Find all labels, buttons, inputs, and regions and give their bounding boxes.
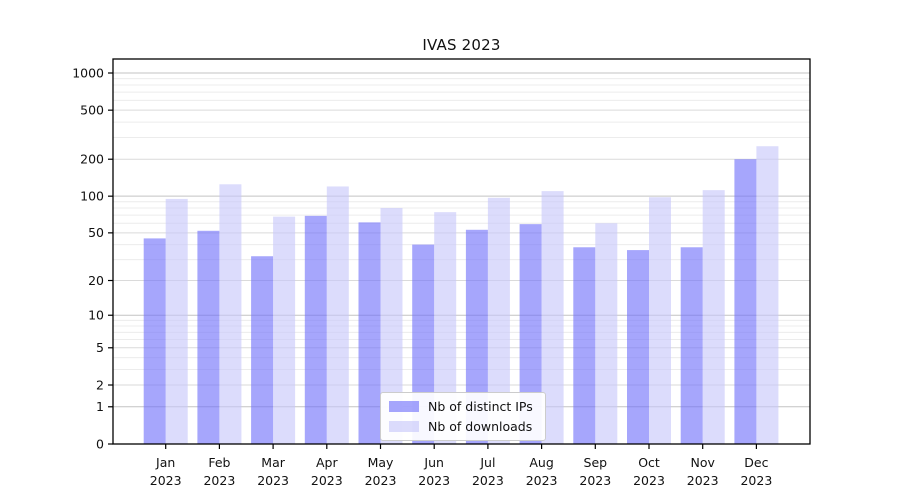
bar-distinct-ips xyxy=(143,238,166,444)
x-tick-label-month: Nov xyxy=(690,455,715,470)
bar-distinct-ips xyxy=(627,250,649,444)
x-tick-label-year: 2023 xyxy=(526,473,558,488)
y-tick-label: 200 xyxy=(80,152,104,167)
x-tick-label-year: 2023 xyxy=(740,473,772,488)
y-tick-label: 500 xyxy=(80,102,104,117)
x-tick-label-year: 2023 xyxy=(687,473,719,488)
bar-downloads xyxy=(487,197,510,444)
x-tick-label-year: 2023 xyxy=(203,473,235,488)
bar-distinct-ips xyxy=(358,222,381,444)
x-tick-label-year: 2023 xyxy=(418,473,450,488)
bar-downloads xyxy=(595,223,618,444)
y-tick-label: 100 xyxy=(80,188,104,203)
y-tick-label: 50 xyxy=(88,225,104,240)
bar-downloads xyxy=(541,191,564,444)
bar-downloads xyxy=(165,198,188,444)
bar-downloads xyxy=(702,190,725,444)
x-tick-label-month: Jul xyxy=(479,455,495,470)
x-tick-label-month: Feb xyxy=(208,455,230,470)
legend-item-downloads: Nb of downloads xyxy=(389,419,537,434)
x-tick-label-year: 2023 xyxy=(311,473,343,488)
y-tick-label: 1 xyxy=(96,399,104,414)
legend-label-downloads: Nb of downloads xyxy=(428,419,533,434)
legend-swatch-downloads xyxy=(389,421,419,432)
bar-downloads xyxy=(434,212,457,444)
x-tick-label-year: 2023 xyxy=(150,473,182,488)
bar-distinct-ips xyxy=(465,229,488,444)
x-tick-label-month: Jan xyxy=(155,455,175,470)
legend: Nb of distinct IPs Nb of downloads xyxy=(380,392,546,441)
legend-item-distinct-ips: Nb of distinct IPs xyxy=(389,399,537,414)
bar-distinct-ips xyxy=(573,247,596,444)
x-tick-label-year: 2023 xyxy=(579,473,611,488)
x-tick-label-year: 2023 xyxy=(257,473,289,488)
bar-distinct-ips xyxy=(304,215,327,444)
y-tick-label: 20 xyxy=(88,273,104,288)
x-tick-label-month: Mar xyxy=(261,455,285,470)
bar-downloads xyxy=(219,184,242,444)
bar-distinct-ips xyxy=(519,224,542,444)
bar-downloads xyxy=(649,197,671,444)
bar-downloads xyxy=(326,186,349,444)
y-tick-label: 1000 xyxy=(72,65,104,80)
x-tick-label-year: 2023 xyxy=(472,473,504,488)
chart-title: IVAS 2023 xyxy=(422,36,501,54)
y-tick-label: 0 xyxy=(96,436,104,451)
x-tick-label-month: May xyxy=(368,455,394,470)
y-tick-label: 5 xyxy=(96,340,104,355)
bar-distinct-ips xyxy=(734,159,757,444)
x-tick-label-month: Sep xyxy=(584,455,608,470)
x-tick-label-month: Jun xyxy=(423,455,444,470)
legend-label-distinct-ips: Nb of distinct IPs xyxy=(428,399,533,414)
bar-distinct-ips xyxy=(251,256,274,444)
y-tick-label: 10 xyxy=(88,308,104,323)
plot-border xyxy=(112,58,811,445)
x-tick-label-month: Aug xyxy=(529,455,553,470)
x-tick-label-year: 2023 xyxy=(365,473,397,488)
bar-downloads xyxy=(756,146,779,444)
legend-swatch-distinct-ips xyxy=(389,401,419,412)
bar-downloads xyxy=(273,216,296,444)
x-tick-label-month: Dec xyxy=(744,455,768,470)
x-tick-label-month: Oct xyxy=(638,455,660,470)
x-tick-label-year: 2023 xyxy=(633,473,665,488)
bar-downloads xyxy=(380,208,403,444)
y-tick-label: 2 xyxy=(96,377,104,392)
bar-distinct-ips xyxy=(680,247,703,444)
bar-distinct-ips xyxy=(197,230,220,444)
x-tick-label-month: Apr xyxy=(316,455,338,470)
